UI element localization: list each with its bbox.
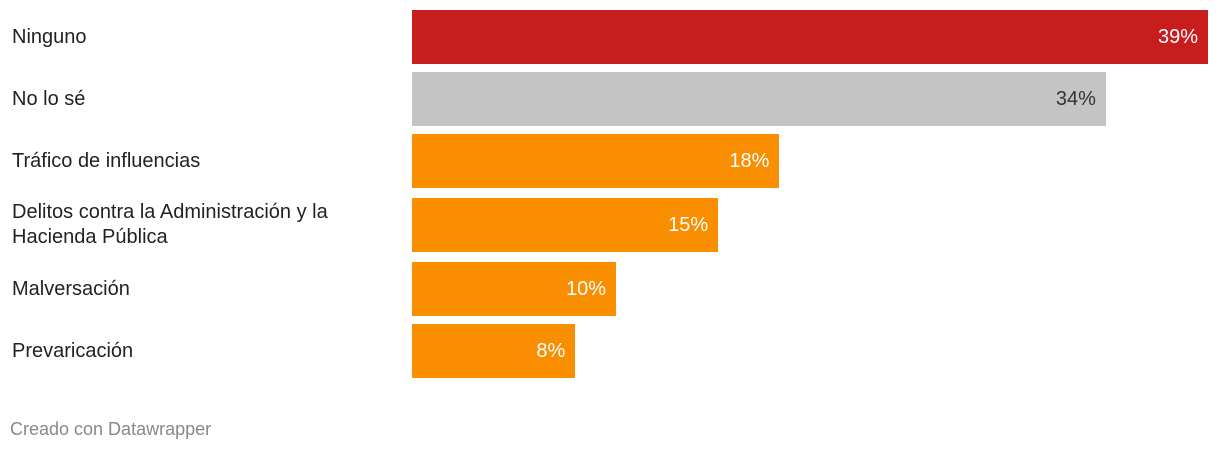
category-label: No lo sé [12,87,86,110]
value-label: 10% [566,278,607,300]
value-label: 18% [729,150,770,172]
category-label: Tráfico de influencias [12,149,201,172]
value-label: 8% [536,340,566,362]
bar [412,10,1208,64]
bar [412,198,719,252]
value-label: 15% [668,214,709,236]
value-label: 34% [1055,88,1096,110]
category-label: Malversación [12,277,130,300]
bar [412,72,1106,126]
bar [412,134,780,188]
category-label: Prevaricación [12,339,134,362]
category-label: Ninguno [12,25,87,48]
value-label: 39% [1157,26,1198,48]
footer: Creado con Datawrapper [10,419,212,439]
category-label: Delitos contra la Administración y la Ha… [12,201,328,248]
bar [412,262,617,316]
bar [412,324,576,378]
